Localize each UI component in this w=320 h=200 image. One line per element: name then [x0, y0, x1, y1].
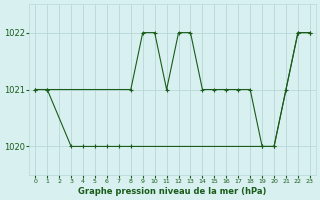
X-axis label: Graphe pression niveau de la mer (hPa): Graphe pression niveau de la mer (hPa): [78, 187, 267, 196]
